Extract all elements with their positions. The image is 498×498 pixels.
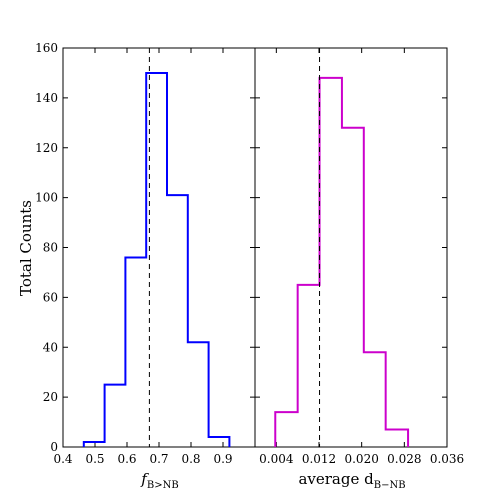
right-histogram-bin	[342, 128, 364, 447]
right-histogram-bin	[320, 78, 342, 447]
left-x-tick-label: 0.7	[149, 452, 168, 466]
y-tick-label: 40	[43, 340, 58, 354]
left-histogram-bin	[84, 442, 105, 447]
left-x-tick-label: 0.5	[85, 452, 104, 466]
y-tick-label: 140	[35, 91, 58, 105]
y-tick-label: 60	[43, 290, 58, 304]
right-histogram-bin	[364, 352, 386, 447]
left-x-tick-label: 0.4	[53, 452, 72, 466]
y-tick-label: 100	[35, 191, 58, 205]
y-tick-label: 80	[43, 241, 58, 255]
y-tick-label: 20	[43, 390, 58, 404]
left-x-axis-label: fB>NB	[140, 470, 178, 491]
right-x-tick-label: 0.020	[344, 452, 378, 466]
right-x-axis-label: average dB−NB	[298, 470, 405, 491]
right-x-tick-label: 0.004	[259, 452, 294, 466]
left-x-tick-label: 0.8	[181, 452, 200, 466]
left-histogram-bin	[167, 195, 188, 447]
left-histogram-bin	[209, 437, 230, 447]
right-histogram-bars	[274, 76, 410, 447]
y-axis-label: Total Counts	[17, 200, 35, 296]
right-histogram-bin	[298, 285, 320, 447]
left-histogram-panel: 0 20 40 60 80 100 120 140 160 0.4 0.5 0.6 0.7 0.8 0.9	[35, 41, 256, 466]
right-x-tick-label: 0.012	[302, 452, 336, 466]
left-histogram-bin	[125, 257, 146, 447]
right-x-tick-label: 0.028	[387, 452, 421, 466]
left-histogram-bin	[188, 342, 209, 447]
y-tick-label: 0	[50, 440, 58, 454]
left-x-tick-label: 0.9	[213, 452, 232, 466]
y-tick-label: 160	[35, 41, 58, 55]
left-histogram-bin	[105, 385, 126, 447]
left-x-tick-label: 0.6	[117, 452, 136, 466]
left-histogram-bars	[82, 71, 231, 447]
y-tick-label: 120	[35, 141, 58, 155]
right-histogram-panel: 0.004 0.012 0.020 0.028 0.036	[254, 47, 464, 466]
right-x-tick-label: 0.036	[430, 452, 464, 466]
right-histogram-bin	[386, 430, 408, 447]
right-histogram-bin	[275, 412, 297, 447]
